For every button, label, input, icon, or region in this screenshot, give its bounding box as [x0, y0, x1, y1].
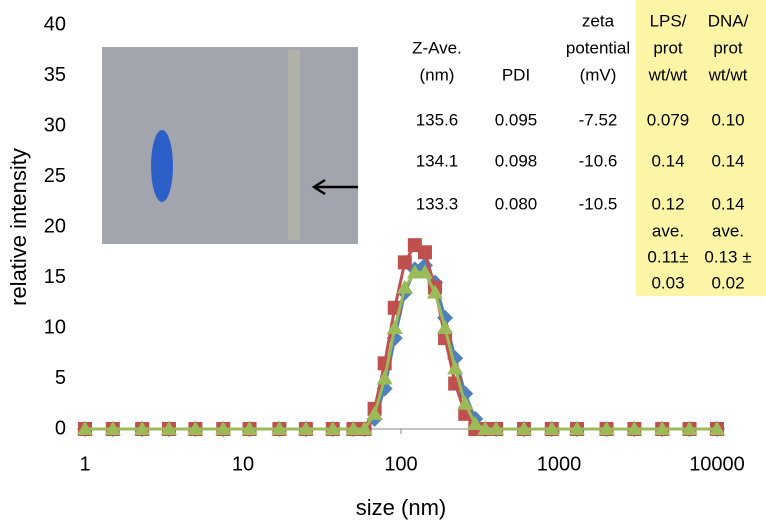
marker	[396, 279, 413, 294]
table-cell: 0.11±	[647, 247, 688, 266]
marker	[77, 421, 93, 435]
marker	[654, 421, 671, 435]
marker	[488, 421, 505, 435]
table-cell: 0.14	[711, 151, 744, 170]
marker	[598, 421, 615, 435]
highlight	[636, 0, 766, 296]
table-header: (mV)	[580, 65, 617, 84]
table-header: prot	[713, 38, 743, 57]
marker	[447, 360, 464, 375]
table-cell: 134.1	[416, 151, 459, 170]
y-tick-label: 35	[44, 64, 66, 86]
table-header: (nm)	[420, 65, 455, 84]
marker	[457, 395, 474, 410]
table-cell: 0.12	[651, 194, 684, 213]
marker	[386, 320, 403, 334]
marker	[709, 421, 725, 435]
marker	[104, 421, 121, 435]
x-tick-label: 100	[384, 453, 417, 475]
arrow-head	[311, 178, 326, 196]
marker	[160, 421, 177, 435]
marker	[437, 320, 454, 334]
table-header: PDI	[502, 65, 530, 84]
table-cell: ave.	[712, 221, 744, 240]
marker	[417, 245, 432, 260]
marker	[187, 421, 204, 435]
band	[151, 130, 173, 202]
table-cell: 0.03	[651, 273, 684, 292]
y-tick-label: 15	[44, 266, 66, 288]
table-cell: -7.52	[579, 110, 618, 129]
x-axis-label: size (nm)	[356, 495, 446, 520]
table-cell: 135.6	[416, 110, 459, 129]
table-header: wt/wt	[648, 65, 688, 84]
marker	[215, 421, 232, 435]
table-cell: 0.14	[651, 151, 684, 170]
table-header: Z-Ave.	[412, 38, 462, 57]
table-header: zeta	[582, 11, 615, 30]
y-tick-label: 10	[44, 316, 66, 338]
marker	[271, 421, 288, 435]
table-cell: 0.080	[495, 194, 538, 213]
table-cell: ave.	[652, 221, 684, 240]
table-header: LPS/	[650, 11, 687, 30]
marker	[427, 284, 444, 299]
table-header: potential	[566, 38, 630, 57]
table-cell: 0.10	[711, 110, 744, 129]
marker	[241, 421, 258, 435]
table-cell: 0.14	[711, 194, 744, 213]
marker	[416, 264, 433, 279]
table-header: wt/wt	[708, 65, 748, 84]
marker	[324, 421, 341, 435]
marker	[467, 415, 484, 430]
table-cell: 0.079	[647, 110, 690, 129]
marker	[626, 421, 643, 435]
marker	[297, 421, 314, 435]
x-tick-label: 10000	[689, 453, 745, 475]
marker	[515, 421, 532, 435]
gel	[102, 47, 358, 244]
marker	[477, 421, 494, 435]
y-tick-label: 30	[44, 114, 66, 136]
table-header: prot	[653, 38, 683, 57]
x-tick-label: 1	[79, 453, 90, 475]
table-cell: 0.13 ±	[704, 247, 751, 266]
marker	[406, 264, 423, 279]
y-tick-label: 40	[44, 13, 66, 35]
lane	[288, 50, 300, 240]
y-tick-label: 20	[44, 215, 66, 237]
inset-image	[102, 47, 358, 244]
marker	[569, 421, 586, 435]
y-axis-label: relative intensity	[6, 148, 31, 306]
table-cell: -10.6	[579, 151, 618, 170]
table-cell: 0.095	[495, 110, 538, 129]
marker	[681, 421, 698, 435]
table-cell: -10.5	[579, 194, 618, 213]
x-tick-label: 10	[232, 453, 254, 475]
table-cell: 0.098	[495, 151, 538, 170]
marker	[366, 405, 383, 420]
marker	[345, 421, 362, 435]
table-cell: 0.02	[711, 273, 744, 292]
table-header: DNA/	[708, 11, 749, 30]
marker	[356, 421, 373, 435]
y-tick-label: 5	[55, 367, 66, 389]
y-tick-label: 25	[44, 165, 66, 187]
y-tick-label: 0	[55, 417, 66, 439]
marker	[376, 370, 393, 385]
x-tick-label: 1000	[537, 453, 582, 475]
table-cell: 133.3	[416, 194, 459, 213]
marker	[543, 421, 560, 435]
marker	[397, 255, 412, 270]
marker	[134, 421, 151, 435]
